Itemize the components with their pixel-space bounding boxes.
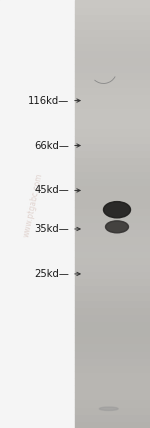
Bar [75,71,150,78]
Bar [75,164,150,171]
Bar [75,178,150,185]
Bar [75,314,150,321]
Bar [75,264,150,271]
Bar [75,150,150,157]
Bar [75,207,150,214]
Bar [75,143,150,150]
Bar [75,185,150,193]
Bar [75,0,150,7]
Bar [75,364,150,371]
Bar [75,392,150,399]
Bar [75,307,150,314]
Bar [75,214,150,221]
Bar [75,14,150,21]
Bar [75,342,150,350]
Bar [75,414,150,421]
Bar [75,300,150,307]
Bar [75,350,150,357]
Bar [75,64,150,71]
Bar [75,335,150,342]
Bar [75,421,150,428]
Bar [75,157,150,164]
Bar [75,36,150,43]
Ellipse shape [103,202,130,218]
Text: 116kd—: 116kd— [28,95,69,106]
Bar [75,235,150,243]
Text: 45kd—: 45kd— [34,185,69,196]
Bar [75,21,150,29]
Text: 35kd—: 35kd— [34,224,69,234]
Bar [75,57,150,64]
Ellipse shape [99,407,118,410]
Bar [75,399,150,407]
Bar [75,114,150,121]
Bar [75,200,150,207]
Bar [75,193,150,200]
Bar [75,257,150,264]
Text: 25kd—: 25kd— [34,269,69,279]
Bar [75,243,150,250]
Bar [75,221,150,228]
Bar [75,136,150,143]
Bar [75,378,150,385]
Bar [75,407,150,414]
Bar [75,29,150,36]
Bar [75,285,150,292]
Bar [75,328,150,335]
Bar [75,100,150,107]
Bar [75,121,150,128]
Bar [75,321,150,328]
Bar [75,128,150,136]
Bar [75,271,150,278]
Bar [75,292,150,300]
Bar [75,43,150,50]
Text: www.ptgabc.com: www.ptgabc.com [22,172,44,238]
Bar [75,228,150,235]
Bar [75,250,150,257]
Bar [75,357,150,364]
Bar [75,107,150,114]
Text: 66kd—: 66kd— [34,140,69,151]
Bar [75,86,150,93]
Bar [75,78,150,86]
Bar [75,93,150,100]
Bar [75,171,150,178]
Bar [0,0,75,428]
Bar [75,371,150,378]
Ellipse shape [106,221,128,233]
Bar [75,50,150,57]
Bar [75,7,150,14]
Bar [75,278,150,285]
Bar [75,385,150,392]
